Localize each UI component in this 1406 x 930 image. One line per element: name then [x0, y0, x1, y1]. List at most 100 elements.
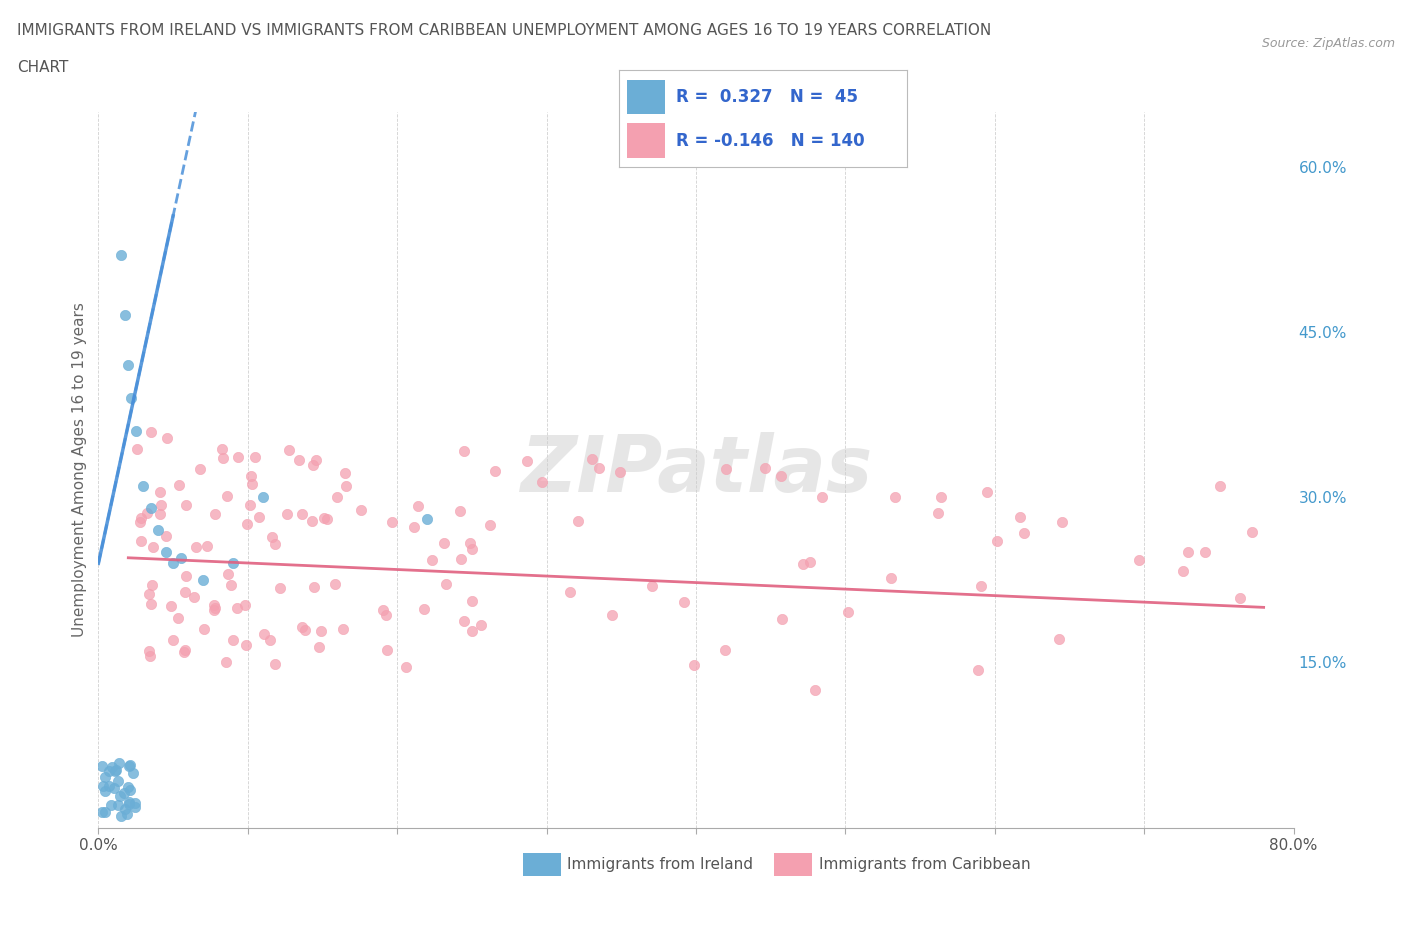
- Point: [110, 789, 132, 804]
- FancyBboxPatch shape: [627, 80, 665, 113]
- Point: [100, 798, 122, 813]
- Point: [226, 601, 249, 616]
- Point: [986, 534, 1008, 549]
- Point: [316, 512, 339, 527]
- Point: [567, 513, 589, 528]
- Point: [302, 458, 325, 472]
- Point: [139, 648, 162, 663]
- Point: [138, 586, 160, 601]
- Text: Immigrants from Ireland: Immigrants from Ireland: [567, 857, 752, 872]
- Point: [217, 488, 239, 503]
- Point: [162, 632, 184, 647]
- Point: [1012, 525, 1035, 540]
- Point: [1052, 514, 1074, 529]
- Point: [211, 451, 233, 466]
- Text: ZIPatlas: ZIPatlas: [520, 432, 872, 508]
- Point: [155, 431, 177, 445]
- Point: [976, 484, 998, 498]
- Point: [221, 633, 243, 648]
- Point: [672, 594, 695, 609]
- Point: [394, 659, 416, 674]
- Point: [516, 454, 538, 469]
- Point: [93, 804, 115, 819]
- Point: [301, 514, 323, 529]
- Point: [204, 600, 226, 615]
- Point: [160, 598, 183, 613]
- Point: [228, 449, 250, 464]
- Point: [124, 800, 146, 815]
- Point: [174, 498, 197, 512]
- Point: [103, 780, 125, 795]
- Point: [413, 602, 436, 617]
- Point: [754, 460, 776, 475]
- Point: [278, 443, 301, 458]
- Point: [139, 424, 162, 439]
- Point: [269, 580, 291, 595]
- Point: [247, 510, 270, 525]
- Point: [600, 608, 623, 623]
- Point: [114, 802, 136, 817]
- Point: [235, 638, 257, 653]
- Point: [312, 511, 335, 525]
- Point: [104, 764, 127, 778]
- Point: [1171, 564, 1194, 578]
- Point: [381, 514, 404, 529]
- Point: [132, 479, 155, 494]
- Point: [799, 554, 821, 569]
- Point: [714, 461, 737, 476]
- Point: [112, 786, 135, 801]
- Point: [350, 503, 373, 518]
- Point: [155, 529, 177, 544]
- Point: [169, 551, 191, 565]
- Point: [110, 247, 132, 262]
- Point: [253, 626, 276, 641]
- Point: [404, 520, 426, 535]
- Point: [114, 308, 136, 323]
- Point: [117, 779, 139, 794]
- Point: [479, 518, 502, 533]
- Point: [450, 551, 472, 566]
- Point: [1047, 631, 1070, 646]
- Point: [262, 530, 284, 545]
- Point: [811, 490, 834, 505]
- Point: [1209, 478, 1232, 493]
- Point: [136, 506, 159, 521]
- Point: [375, 643, 398, 658]
- Point: [97, 779, 120, 794]
- Point: [1177, 544, 1199, 559]
- Point: [371, 603, 394, 618]
- Point: [240, 477, 263, 492]
- Point: [252, 490, 274, 505]
- Point: [326, 489, 349, 504]
- Point: [449, 503, 471, 518]
- Point: [640, 579, 662, 594]
- Point: [291, 507, 314, 522]
- Point: [204, 506, 226, 521]
- Point: [461, 593, 484, 608]
- Point: [184, 539, 207, 554]
- Point: [191, 572, 214, 587]
- Point: [118, 758, 141, 773]
- Point: [453, 614, 475, 629]
- Point: [804, 683, 827, 698]
- Point: [110, 809, 132, 824]
- Point: [149, 498, 172, 512]
- Point: [770, 612, 793, 627]
- Point: [120, 391, 142, 405]
- Point: [118, 795, 141, 810]
- Point: [969, 579, 991, 594]
- Point: [129, 533, 152, 548]
- Point: [91, 778, 114, 793]
- Point: [432, 536, 454, 551]
- Point: [967, 662, 990, 677]
- Point: [188, 461, 211, 476]
- Point: [217, 566, 239, 581]
- Point: [929, 490, 952, 505]
- Point: [91, 805, 114, 820]
- Point: [374, 608, 396, 623]
- Point: [335, 478, 357, 493]
- Point: [174, 642, 197, 657]
- Point: [211, 442, 233, 457]
- Point: [125, 424, 148, 439]
- Point: [609, 465, 631, 480]
